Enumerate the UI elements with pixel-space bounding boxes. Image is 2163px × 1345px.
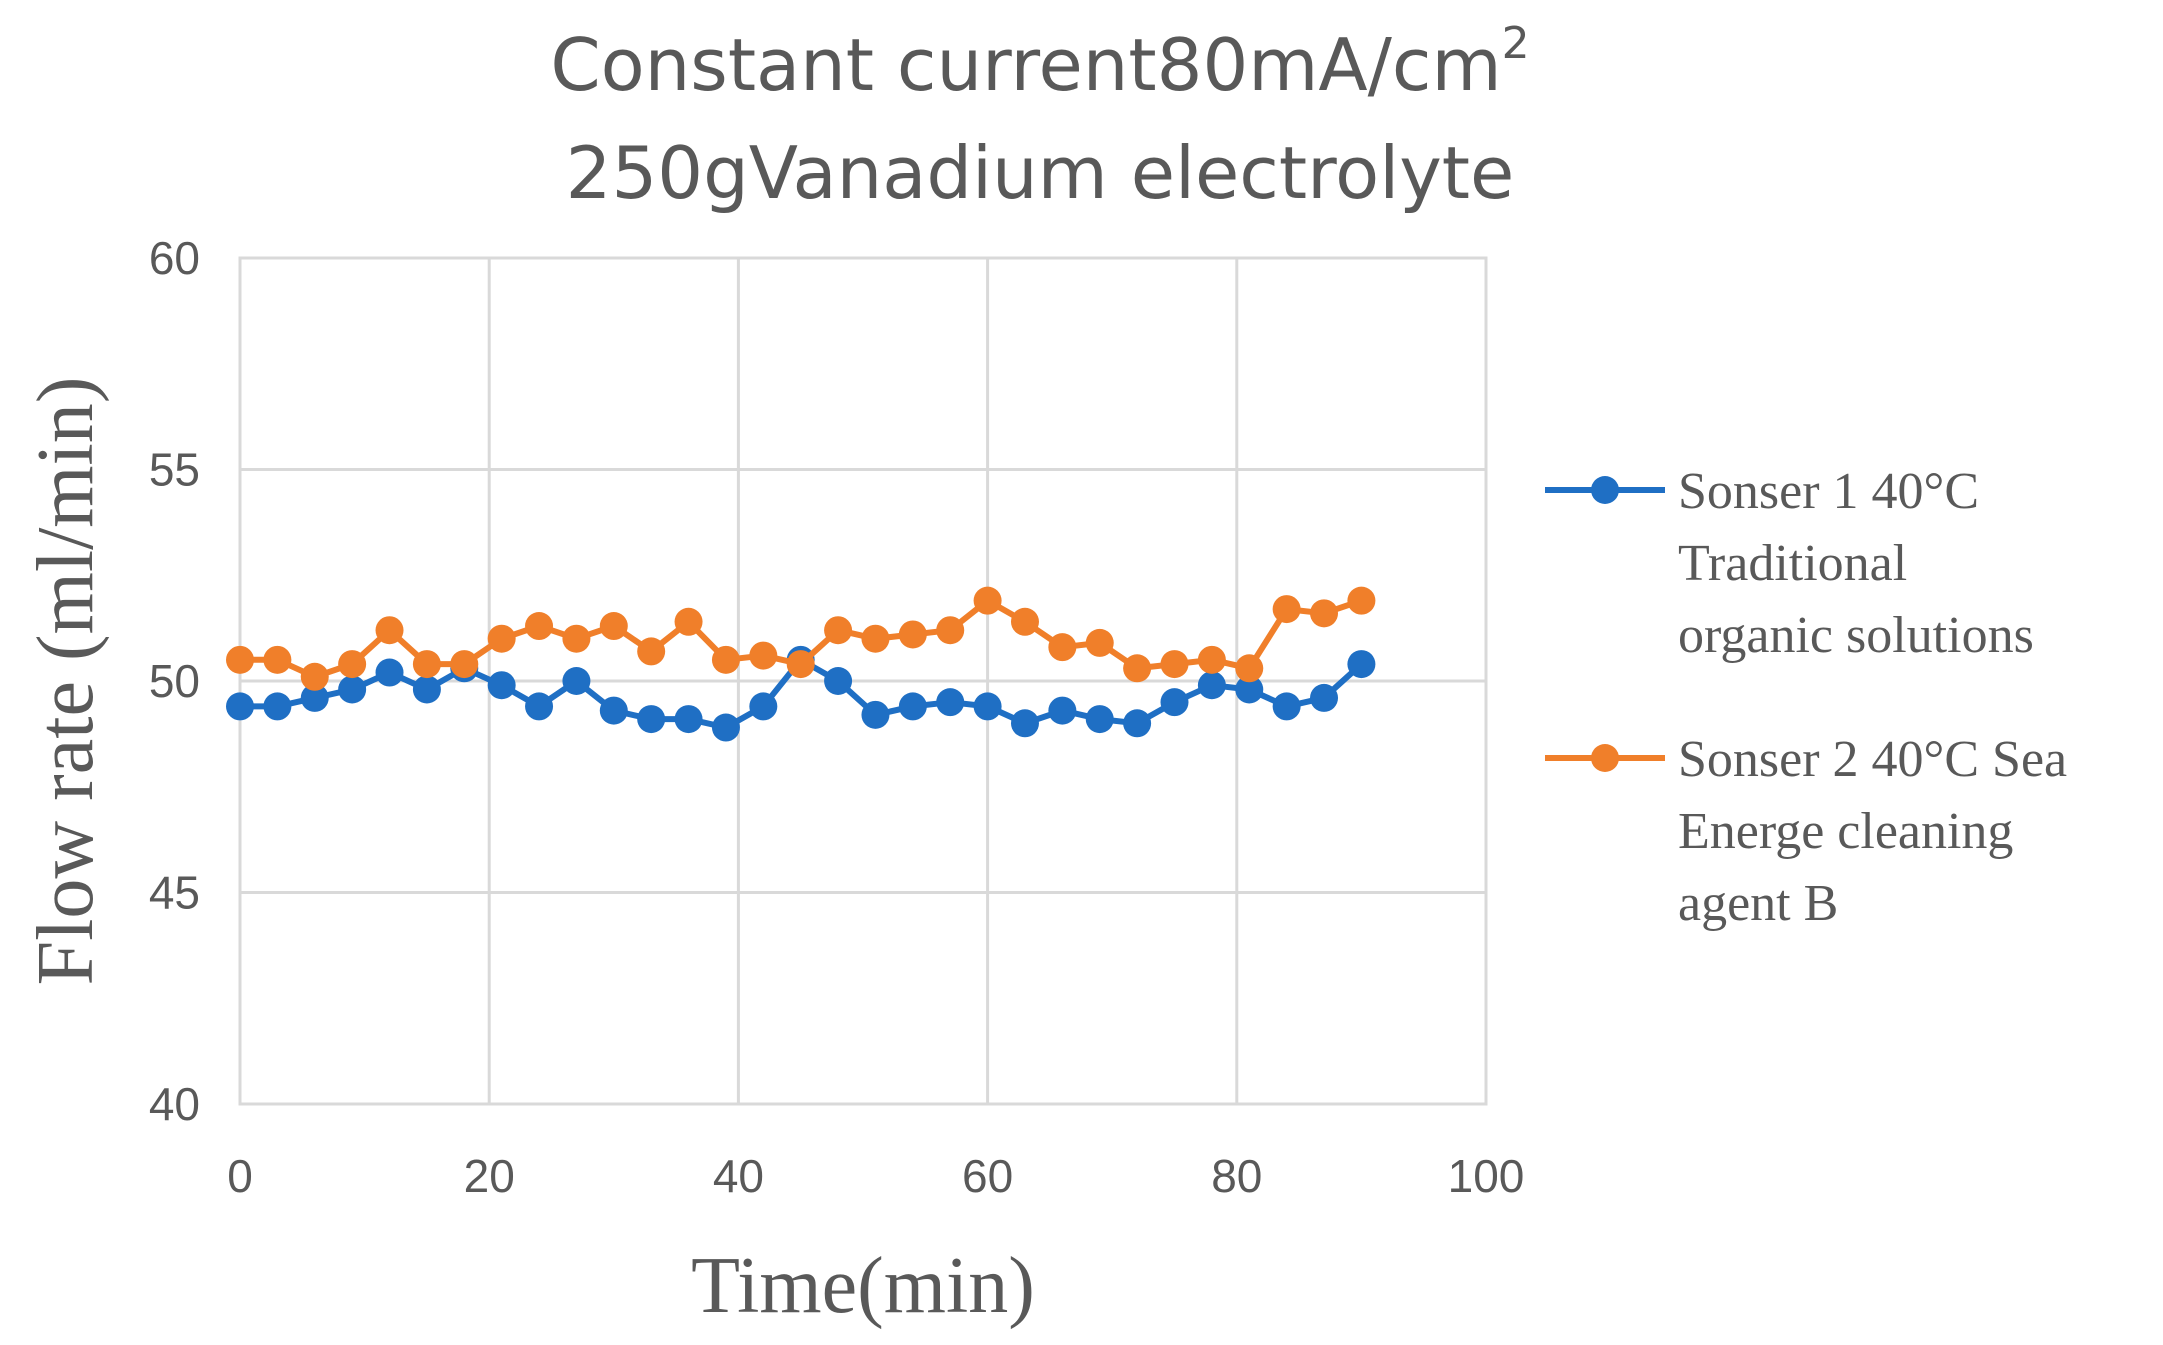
series-1-point	[1272, 692, 1301, 721]
legend-2-marker	[1591, 744, 1619, 772]
y-tick-label: 55	[149, 444, 200, 496]
series-1-point	[1197, 671, 1226, 700]
series-1-point	[711, 713, 740, 742]
series-2-point	[786, 650, 815, 679]
series-2-point	[1123, 654, 1152, 683]
series-2-point	[599, 612, 628, 641]
series-2-point	[1085, 628, 1114, 657]
legend-2-label: agent B	[1678, 875, 1838, 932]
series-2-point	[226, 645, 254, 674]
gridlines	[238, 256, 1488, 1106]
series-1-point	[936, 688, 965, 717]
y-tick-label: 50	[149, 655, 200, 707]
series-2-point	[1310, 599, 1339, 628]
x-tick-label: 40	[713, 1150, 764, 1202]
series-2-point	[338, 650, 367, 679]
chart-title-main: Constant current80mA/cm	[550, 23, 1501, 107]
y-axis-ticks: 40 45 50 55 60	[149, 232, 200, 1130]
series-1-point	[226, 692, 254, 721]
series-1-point	[898, 692, 927, 721]
series-2-point	[1197, 645, 1226, 674]
series-2-point	[936, 616, 965, 645]
series-1-point	[1048, 696, 1077, 725]
series-1-point	[1085, 705, 1114, 734]
legend-1-label: Traditional	[1678, 535, 1907, 592]
series-1-point	[824, 667, 853, 695]
series-2-point	[300, 662, 329, 691]
chart-title-line2: 250gVanadium electrolyte	[566, 131, 1515, 215]
series-1-point	[487, 671, 516, 700]
series-1-point	[637, 705, 666, 734]
series-1-point	[1235, 675, 1264, 704]
series-1-point	[749, 692, 778, 721]
x-axis-ticks: 0 20 40 60 80 100	[227, 1150, 1524, 1202]
chart-title-line1: Constant current80mA/cm2	[550, 18, 1529, 107]
series-1-point	[525, 692, 554, 721]
series-2-point	[674, 607, 703, 636]
x-tick-label: 80	[1211, 1150, 1262, 1202]
legend-2-label: Energe cleaning	[1678, 803, 2013, 860]
series-1-point	[1123, 709, 1152, 738]
series-2-point	[412, 650, 441, 679]
x-tick-label: 100	[1448, 1150, 1525, 1202]
series-1-point	[412, 675, 441, 704]
legend-1-marker	[1591, 476, 1619, 504]
series-2-point	[861, 624, 890, 653]
chart-title-superscript: 2	[1502, 18, 1530, 69]
series-layer	[226, 586, 1376, 742]
series-1-point	[338, 675, 367, 704]
series-1-point	[1010, 709, 1039, 738]
x-tick-label: 20	[464, 1150, 515, 1202]
x-tick-label: 0	[227, 1150, 253, 1202]
series-2-point	[487, 624, 516, 653]
series-1-point	[1310, 683, 1339, 712]
series-1-point	[1347, 650, 1376, 679]
series-2-point	[1235, 654, 1264, 683]
y-axis-title: Flow rate (ml/min)	[22, 377, 110, 986]
series-1-point	[562, 667, 591, 695]
y-tick-label: 60	[149, 232, 200, 284]
series-2-point	[1160, 650, 1189, 679]
series-2-point	[1272, 595, 1301, 624]
series-2-point	[1048, 633, 1077, 662]
series-1-point	[861, 700, 890, 729]
series-1-point	[674, 705, 703, 734]
series-1-point	[263, 692, 292, 721]
series-2-point	[711, 645, 740, 674]
series-2-point	[1347, 586, 1376, 615]
series-1-point	[599, 696, 628, 725]
series-2-point	[450, 650, 479, 679]
series-2-point	[898, 620, 927, 649]
legend: Sonser 1 40°C Traditional organic solution…	[1545, 463, 2067, 932]
series-2-point	[1010, 607, 1039, 636]
series-2-point	[562, 624, 591, 653]
series-1-point	[375, 658, 404, 687]
x-tick-label: 60	[962, 1150, 1013, 1202]
series-1-point	[1160, 688, 1189, 717]
series-2-point	[263, 645, 292, 674]
legend-1-label: organic solutions	[1678, 607, 2034, 664]
series-1-point	[973, 692, 1002, 721]
series-2-point	[525, 612, 554, 641]
series-1-point	[300, 683, 329, 712]
series-2-point	[824, 616, 853, 645]
y-tick-label: 40	[149, 1078, 200, 1130]
x-axis-title: Time(min)	[691, 1242, 1035, 1330]
y-tick-label: 45	[149, 867, 200, 919]
series-2-point	[973, 586, 1002, 615]
series-2-point	[749, 641, 778, 670]
legend-1-label: Sonser 1 40°C	[1678, 463, 1979, 520]
series-2-point	[375, 616, 404, 645]
legend-2-label: Sonser 2 40°C Sea	[1678, 731, 2067, 788]
series-2-point	[637, 637, 666, 666]
